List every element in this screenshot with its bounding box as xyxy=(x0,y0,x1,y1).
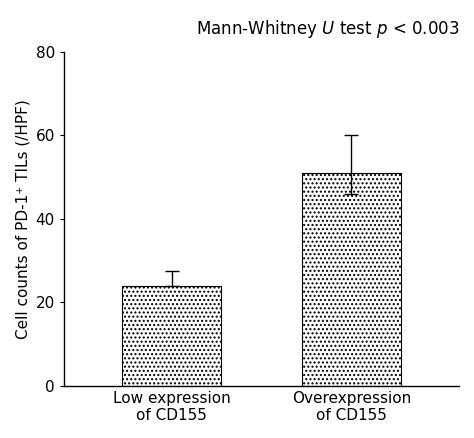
Text: Mann-Whitney $\it{U}$ test $\it{p}$ < 0.003: Mann-Whitney $\it{U}$ test $\it{p}$ < 0.… xyxy=(196,18,460,39)
Bar xyxy=(302,173,401,386)
Y-axis label: Cell counts of PD-1⁺ TILs (/HPF): Cell counts of PD-1⁺ TILs (/HPF) xyxy=(15,99,30,339)
Bar xyxy=(122,286,221,386)
